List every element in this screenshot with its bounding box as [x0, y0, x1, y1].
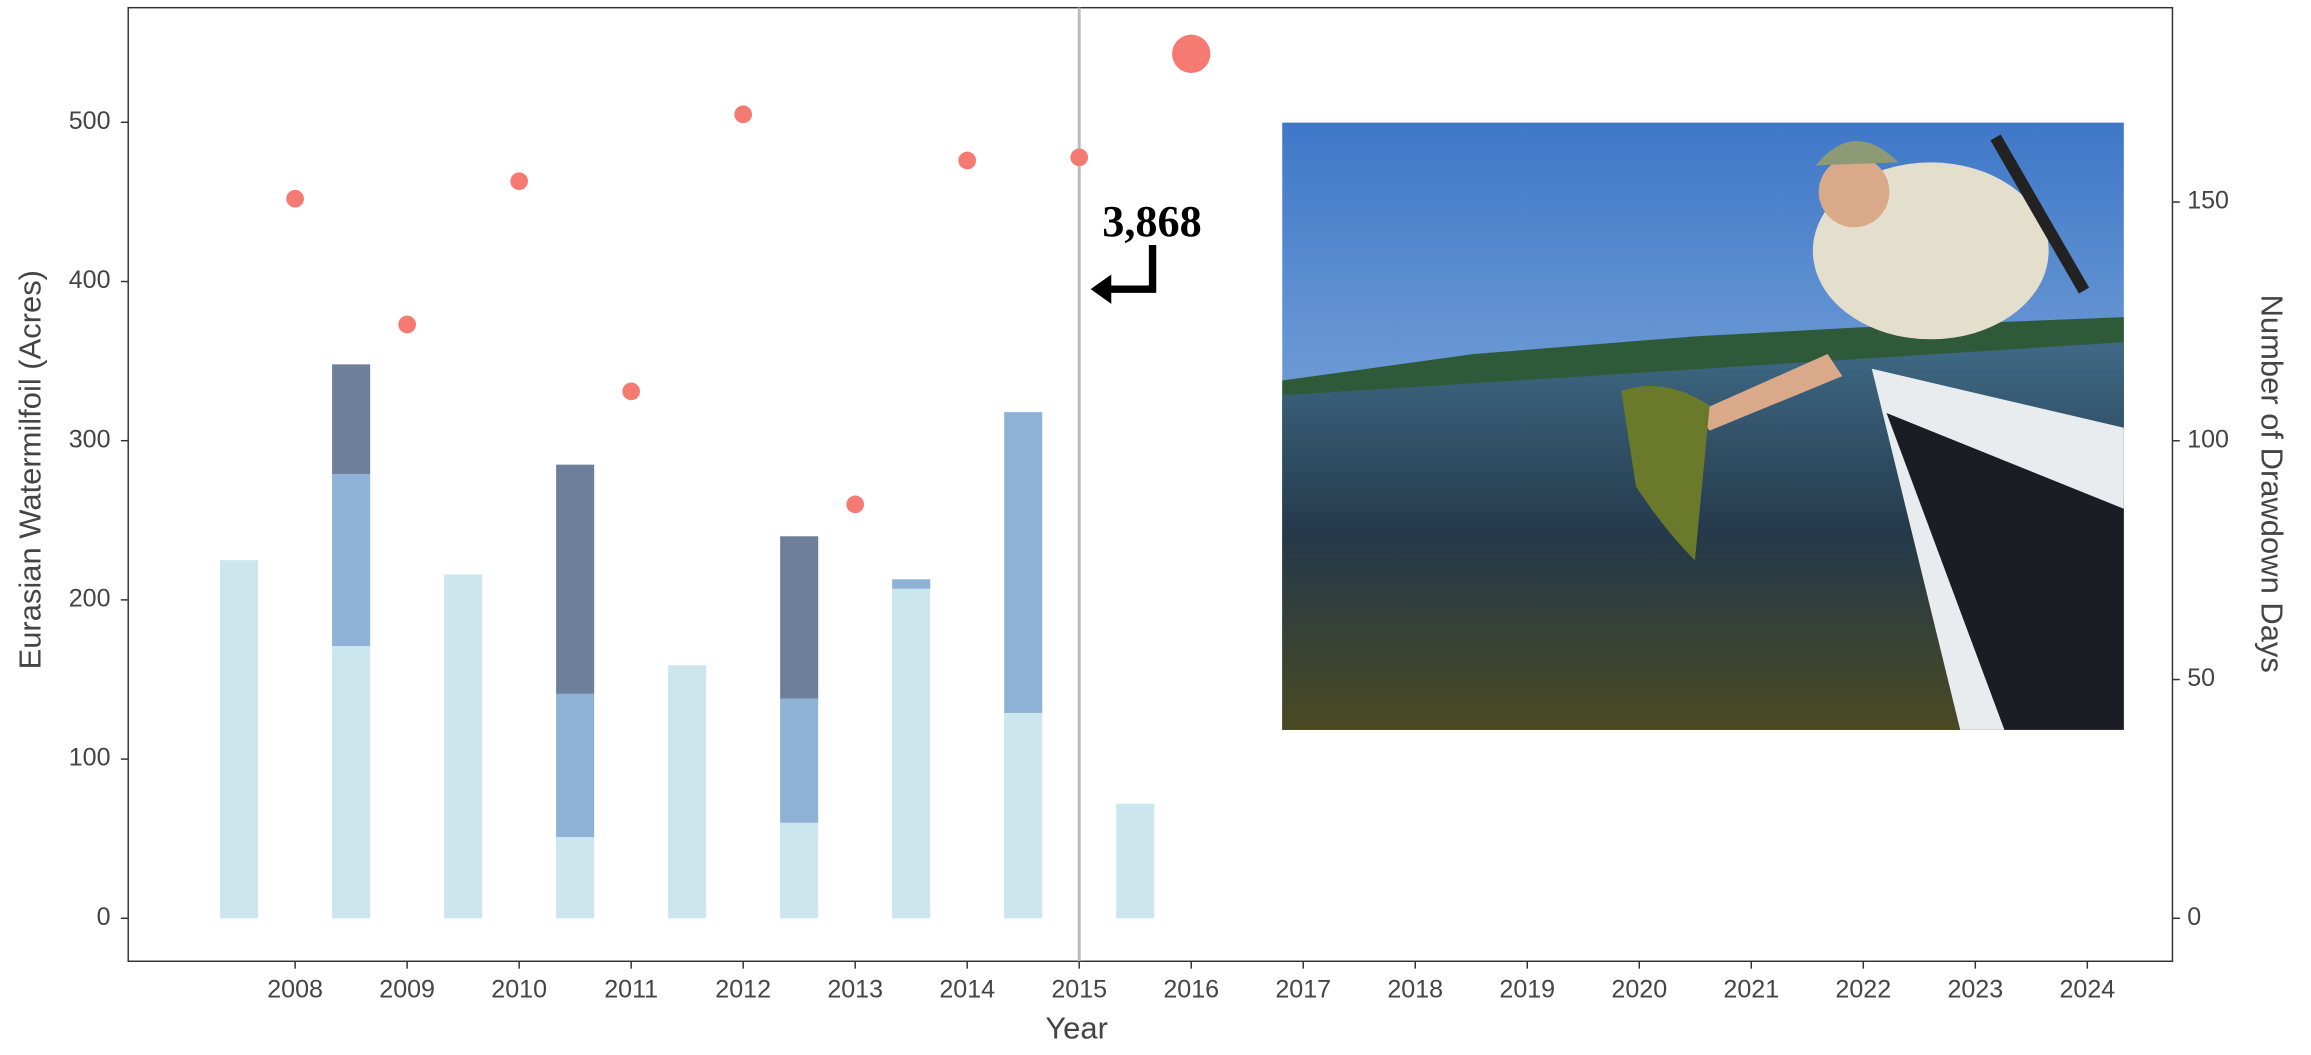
bar	[892, 588, 931, 919]
x-tick-label: 2014	[939, 975, 995, 1003]
bar	[780, 822, 819, 919]
point	[286, 189, 304, 208]
bar	[668, 665, 707, 919]
x-tick-label: 2023	[1947, 975, 2003, 1003]
point	[958, 151, 977, 170]
bar	[332, 474, 371, 647]
x-tick-label: 2016	[1163, 975, 1219, 1003]
y-tick-label: 500	[69, 107, 111, 135]
point	[398, 315, 416, 334]
x-tick-label: 2013	[827, 975, 883, 1003]
y2-tick-label: 150	[2187, 187, 2229, 215]
photo	[1282, 122, 2124, 730]
bar	[332, 646, 371, 919]
y-axis-label: Eurasian Watermilfoil (Acres)	[13, 270, 48, 669]
point	[1070, 148, 1089, 167]
y-tick-label: 200	[69, 585, 111, 613]
bar	[1004, 712, 1043, 919]
bar	[556, 693, 595, 838]
y-tick-label: 0	[97, 903, 111, 931]
annotation-arrow	[1090, 244, 1157, 304]
x-tick-label: 2017	[1275, 975, 1331, 1003]
y2-tick-label: 0	[2187, 903, 2201, 931]
annotation: 3,868	[1102, 197, 1201, 246]
y2-axis-label: Number of Drawdown Days	[2255, 295, 2290, 673]
x-tick-label: 2012	[715, 975, 771, 1003]
bar	[556, 837, 595, 919]
x-tick-label: 2009	[379, 975, 435, 1003]
bar	[220, 560, 259, 919]
x-tick-label: 2024	[2059, 975, 2115, 1003]
point	[846, 495, 865, 514]
point	[1172, 34, 1211, 74]
bar	[892, 579, 931, 589]
y-tick-label: 100	[69, 744, 111, 772]
y2-tick-label: 100	[2187, 425, 2229, 453]
y2-tick-label: 50	[2187, 664, 2215, 692]
x-tick-label: 2008	[267, 975, 323, 1003]
bar	[444, 574, 483, 919]
x-tick-label: 2018	[1387, 975, 1443, 1003]
x-tick-label: 2022	[1835, 975, 1891, 1003]
point	[622, 382, 641, 401]
x-axis-label: Year	[1045, 1011, 1108, 1046]
x-tick-label: 2021	[1723, 975, 1779, 1003]
x-tick-label: 2020	[1611, 975, 1667, 1003]
x-tick-label: 2015	[1051, 975, 1107, 1003]
y-tick-label: 400	[69, 266, 111, 294]
bar	[780, 536, 819, 699]
bar	[780, 698, 819, 823]
x-tick-label: 2019	[1499, 975, 1555, 1003]
bar	[1004, 412, 1043, 713]
bar	[332, 364, 371, 475]
point	[734, 105, 753, 124]
bar	[1116, 803, 1155, 919]
point	[510, 172, 528, 191]
x-tick-label: 2011	[604, 975, 658, 1003]
bar	[556, 464, 595, 694]
x-tick-label: 2010	[491, 975, 547, 1003]
y-tick-label: 300	[69, 425, 111, 453]
